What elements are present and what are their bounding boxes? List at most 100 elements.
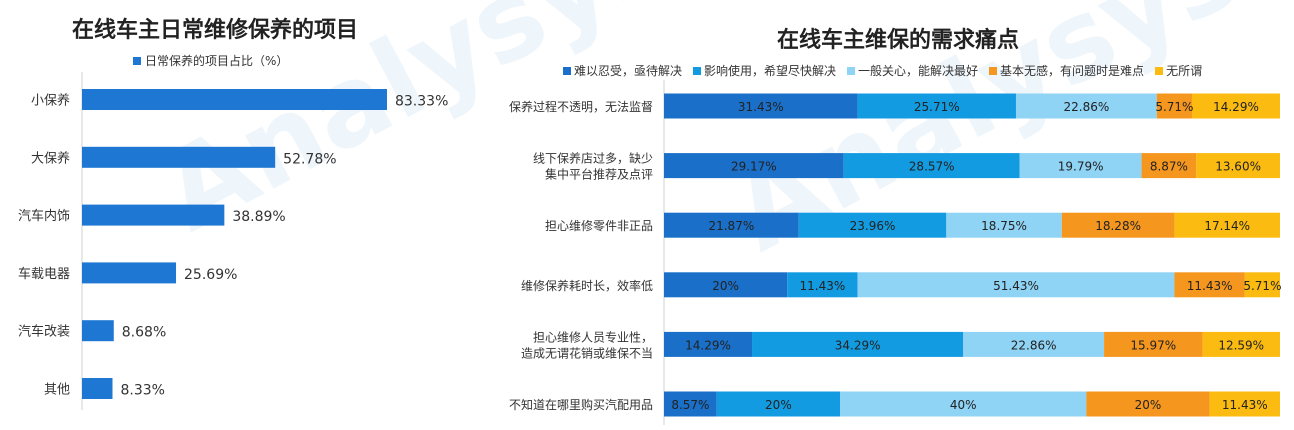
left-tick-label: 车载电器 <box>18 266 70 282</box>
right-bar-segment <box>716 391 840 417</box>
right-tick-label: 维修保养耗时长，效率低 <box>521 278 653 293</box>
right-bar-segment <box>1019 153 1142 179</box>
right-segment-label: 11.43% <box>800 279 846 293</box>
right-legend-swatch <box>563 66 571 75</box>
right-tick-label: 不知道在哪里购买汽配用品 <box>509 397 653 412</box>
right-bar-segment <box>664 212 799 238</box>
right-legend-swatch <box>693 66 702 75</box>
right-bar-segment <box>1174 212 1280 238</box>
right-bar-segment <box>752 331 964 357</box>
right-bar-segment <box>1141 153 1197 179</box>
right-legend-swatch <box>847 66 856 75</box>
right-bar-segment <box>1196 153 1280 179</box>
right-legend-item: 一般关心，能解决最好 <box>847 62 978 79</box>
right-tick-label: 担心维修人员专业性，造成无谓花销或维保不当 <box>521 329 653 360</box>
right-legend-label: 影响使用，希望尽快解决 <box>704 64 837 78</box>
right-bar-segment <box>798 212 947 238</box>
right-bar-segment <box>1244 272 1280 298</box>
right-bar-segment <box>1202 331 1280 357</box>
right-legend-label: 无所谓 <box>1166 64 1203 78</box>
right-bar-segment <box>1015 93 1157 119</box>
left-value-label: 38.89% <box>232 209 285 225</box>
right-bar-segment <box>1061 212 1175 238</box>
left-tick-label: 汽车改装 <box>18 324 70 340</box>
left-tick-label: 汽车内饰 <box>18 208 70 224</box>
right-stacked-bar-chart: 31.43% 25.71% 22.86% 5.71% 14.29% 保养过程不透明，无法监… <box>509 80 1281 425</box>
right-segment-label: 20% <box>765 398 792 412</box>
left-tick-label: 其他 <box>44 383 70 398</box>
left-value-label: 8.68% <box>122 325 166 341</box>
left-tick-label: 小保养 <box>31 93 70 109</box>
right-bar-segment <box>946 212 1062 238</box>
right-tick-label: 担心维修零件非正品 <box>545 218 653 233</box>
right-tick-label: 线下保养店过多，缺少集中平台推荐及点评 <box>533 151 653 182</box>
left-tick-label: 大保养 <box>31 150 70 166</box>
right-legend-item: 基本无感，有问题时是难点 <box>989 62 1144 79</box>
right-bar-segment <box>857 272 1175 298</box>
left-bar <box>82 204 225 226</box>
right-segment-label: 23.96% <box>850 219 896 233</box>
right-segment-label: 21.87% <box>708 219 754 233</box>
right-bar-segment <box>843 153 1020 179</box>
left-bar <box>82 262 177 284</box>
right-bar-segment <box>963 331 1105 357</box>
right-segment-label: 11.43% <box>1187 279 1233 293</box>
right-segment-label: 13.60% <box>1215 160 1261 174</box>
right-segment-label: 5.71% <box>1155 100 1193 114</box>
right-bar-segment <box>664 331 753 357</box>
right-segment-label: 18.75% <box>981 219 1027 233</box>
right-bar-segment <box>1174 272 1245 298</box>
left-bar <box>82 146 276 168</box>
right-legend-label: 一般关心，能解决最好 <box>858 64 979 78</box>
right-segment-label: 29.17% <box>731 160 777 174</box>
right-segment-label: 18.28% <box>1095 219 1141 233</box>
left-bar <box>82 320 114 342</box>
right-segment-label: 17.14% <box>1204 219 1250 233</box>
right-legend-item: 影响使用，希望尽快解决 <box>693 62 836 79</box>
right-bar-segment <box>664 272 788 298</box>
left-chart-legend: 日常保养的项目占比（%） <box>133 52 288 69</box>
right-bar-segment <box>664 153 844 179</box>
right-legend-swatch <box>989 66 998 75</box>
left-legend-label: 日常保养的项目占比（%） <box>145 54 289 68</box>
left-bar-chart: 小保养 83.33% 大保养 52.78% 汽车内饰 38.89% 车载电器 25.69% 汽车… <box>18 72 448 410</box>
right-bar-segment <box>857 93 1016 119</box>
right-legend-item: 难以忍受，亟待解决 <box>563 62 682 79</box>
left-chart-title: 在线车主日常维修保养的项目 <box>72 18 359 43</box>
left-bar <box>82 378 113 399</box>
right-segment-label: 25.71% <box>914 100 960 114</box>
right-bar-segment <box>1086 391 1210 417</box>
left-legend-swatch <box>133 56 141 65</box>
right-bar-segment <box>787 272 858 298</box>
left-value-label: 83.33% <box>395 94 448 110</box>
right-bar-segment <box>664 391 717 417</box>
left-value-label: 8.33% <box>120 383 164 399</box>
left-bar <box>82 89 387 110</box>
right-segment-label: 20% <box>712 279 739 293</box>
right-chart-title: 在线车主维保的需求痛点 <box>777 28 1020 53</box>
right-legend-item: 无所谓 <box>1155 62 1202 79</box>
right-segment-label: 15.97% <box>1130 338 1176 352</box>
right-segment-label: 20% <box>1135 398 1162 412</box>
right-segment-label: 12.59% <box>1218 338 1264 352</box>
right-bar-segment <box>1104 331 1203 357</box>
right-chart-legend: 难以忍受，亟待解决 影响使用，希望尽快解决 一般关心，能解决最好 基本无感，有问题时是… <box>563 62 1213 79</box>
right-bar-segment <box>839 391 1087 417</box>
right-segment-label: 14.29% <box>685 338 731 352</box>
right-segment-label: 28.57% <box>909 160 955 174</box>
right-segment-label: 14.29% <box>1213 100 1259 114</box>
right-legend-label: 基本无感，有问题时是难点 <box>1000 64 1145 78</box>
right-segment-label: 34.29% <box>835 338 881 352</box>
right-segment-label: 22.86% <box>1011 338 1057 352</box>
right-segment-label: 19.79% <box>1058 160 1104 174</box>
left-value-label: 52.78% <box>283 151 336 167</box>
right-segment-label: 40% <box>950 398 977 412</box>
right-legend-swatch <box>1155 66 1164 75</box>
right-segment-label: 22.86% <box>1064 100 1110 114</box>
right-segment-label: 51.43% <box>993 279 1039 293</box>
right-segment-label: 11.43% <box>1222 398 1268 412</box>
right-bar-segment <box>664 93 858 119</box>
right-segment-label: 31.43% <box>738 100 784 114</box>
right-bar-segment <box>1191 93 1280 119</box>
right-tick-label: 保养过程不透明，无法监督 <box>509 99 653 114</box>
